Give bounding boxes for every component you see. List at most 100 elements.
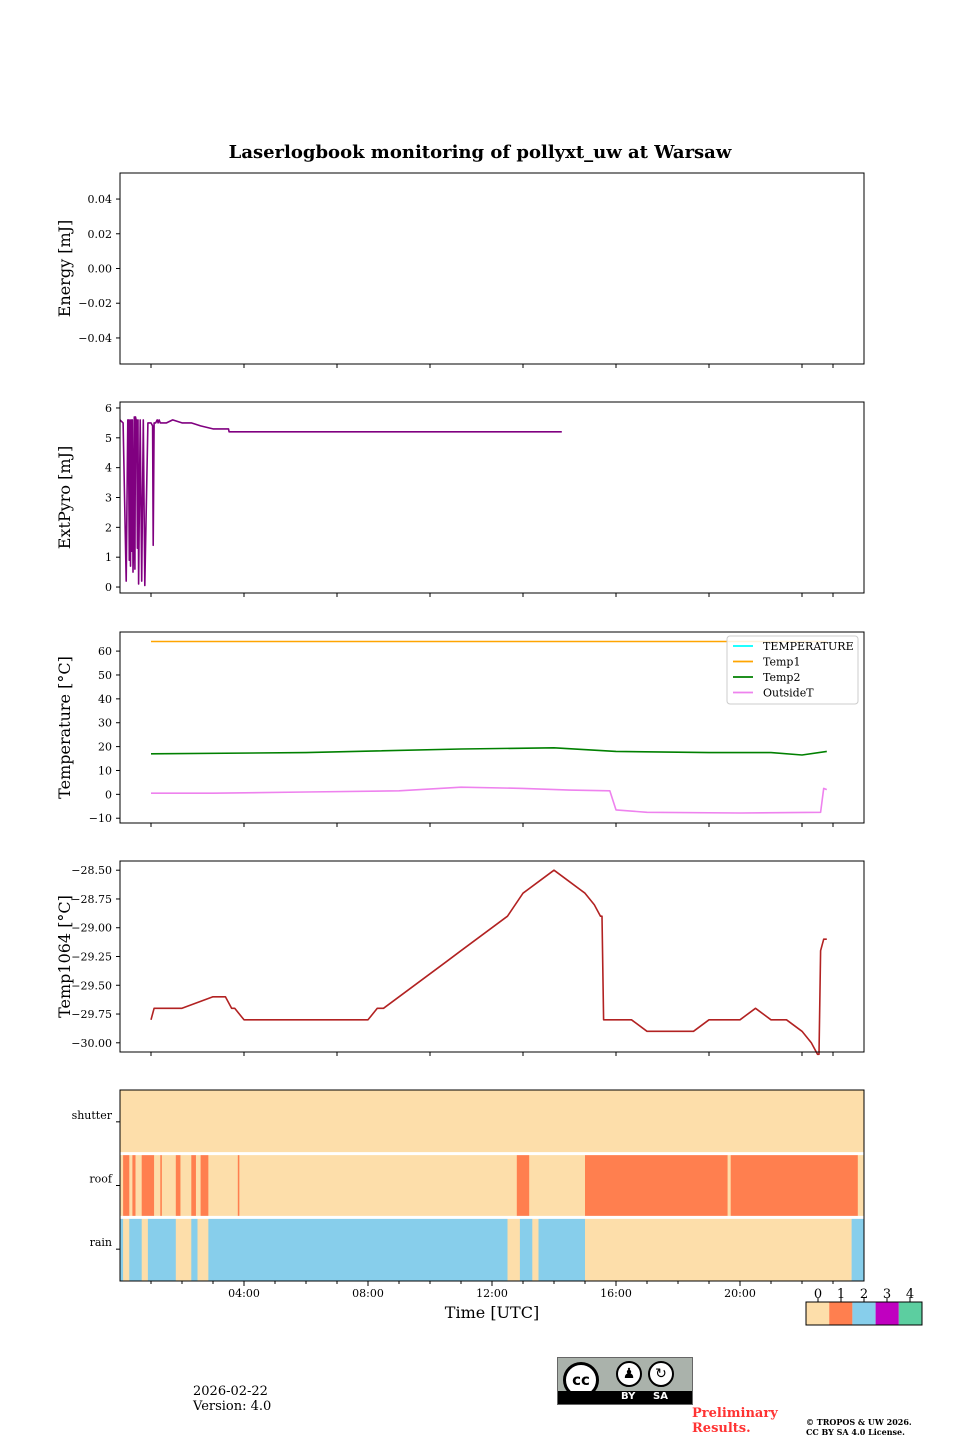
colorbar-label: 0 — [814, 1287, 822, 1302]
by-icon: ♟ — [616, 1361, 642, 1387]
y-tick-label-temp1064: −28.75 — [71, 893, 112, 906]
colorbar-swatch — [852, 1302, 876, 1325]
colorbar-label: 1 — [837, 1287, 845, 1302]
y-tick-label-energy: −0.04 — [78, 332, 112, 345]
colorbar-frame — [805, 1301, 923, 1326]
y-tick-label-temp1064: −29.75 — [71, 1008, 112, 1021]
preliminary-note: Preliminary Results. — [692, 1406, 778, 1436]
legend-label-temp1: Temp1 — [763, 656, 800, 669]
series-line-temp2 — [150, 746, 827, 756]
status-cell-roof — [239, 1153, 518, 1218]
status-cell-roof — [180, 1153, 192, 1218]
y-tick-label-temperature: 10 — [98, 764, 112, 777]
y-tick-label-extpyro: 1 — [105, 551, 112, 564]
y-tick-label-extpyro: 0 — [105, 581, 112, 594]
colorbar-swatch — [806, 1302, 830, 1325]
status-cell-roof — [161, 1153, 177, 1218]
status-cell-rain — [585, 1217, 852, 1281]
status-cell-roof — [141, 1153, 155, 1218]
status-cell-rain — [120, 1217, 124, 1281]
legend-label-temp2: Temp2 — [763, 671, 800, 684]
colorbar-label: 2 — [860, 1287, 868, 1302]
status-cell-roof — [208, 1153, 239, 1218]
legend-label-temperature: TEMPERATURE — [763, 640, 854, 653]
y-tick-label-temp1064: −29.00 — [71, 922, 112, 935]
status-cell-roof — [200, 1153, 209, 1218]
y-tick-label-temp1064: −28.50 — [71, 864, 112, 877]
series-line-outsidet — [151, 786, 828, 814]
status-cell-roof — [135, 1153, 142, 1218]
y-tick-label-energy: 0.00 — [88, 263, 113, 276]
status-cell-roof — [123, 1153, 130, 1218]
status-cell-rain — [532, 1217, 539, 1281]
license-badge[interactable]: cc ♟ ↻ BY SA — [557, 1357, 693, 1405]
y-tick-label-temperature: 50 — [98, 669, 112, 682]
cc-badge-text: cc — [572, 1371, 590, 1389]
y-tick-label-temperature: −10 — [89, 812, 112, 825]
axes-frame-temperature — [119, 631, 865, 824]
status-cell-roof — [160, 1153, 163, 1218]
y-tick-label-temperature: 60 — [98, 645, 112, 658]
panel-temp1064: −28.50 −28.75 −29.00 −29.25 −29.50 −29.75 −30.… — [55, 860, 865, 1056]
y-axis-label-extpyro: ExtPyro [mJ] — [55, 446, 74, 549]
license-strip: BY SA — [558, 1391, 692, 1404]
x-tick-label: 16:00 — [600, 1287, 632, 1300]
copyright-line-2: CC BY SA 4.0 License. — [806, 1427, 905, 1437]
status-cell-roof — [237, 1153, 240, 1218]
sa-icon: ↻ — [648, 1361, 674, 1387]
status-cell-rain — [129, 1217, 142, 1281]
status-cell-roof — [129, 1153, 133, 1218]
status-cell-roof — [154, 1153, 161, 1218]
status-cell-rain — [538, 1217, 586, 1281]
y-axis-label-temp1064: Temp1064 [°C] — [55, 895, 74, 1018]
axes-frame-energy — [119, 172, 865, 365]
colorbar-swatch — [875, 1302, 899, 1325]
colorbar-label: 3 — [883, 1287, 891, 1302]
status-cell-roof — [730, 1153, 859, 1218]
y-tick-label-temp1064: −29.50 — [71, 979, 112, 992]
legend-label-outsidet: OutsideT — [763, 687, 814, 700]
status-cell-roof — [191, 1153, 197, 1218]
y-tick-label-temperature: 40 — [98, 693, 112, 706]
status-cell-roof — [857, 1153, 865, 1218]
status-cell-roof — [516, 1153, 530, 1218]
colorbar-swatch — [898, 1302, 922, 1325]
y-tick-label-energy: 0.04 — [88, 193, 113, 206]
legend-box — [726, 635, 859, 705]
x-tick-label: 08:00 — [352, 1287, 384, 1300]
y-tick-label-temp1064: −30.00 — [71, 1037, 112, 1050]
y-tick-label-extpyro: 3 — [105, 492, 112, 505]
status-cell-rain — [141, 1217, 149, 1281]
panel-temperature: −10 0 10 20 30 40 50 60 Temperature [°C] TEMPERAT… — [55, 631, 865, 827]
status-cell-roof — [120, 1153, 124, 1218]
status-cell-rain — [519, 1217, 533, 1281]
axes-frame-extpyro — [119, 401, 865, 594]
status-cell-roof — [727, 1153, 731, 1218]
status-cell-rain — [123, 1217, 130, 1281]
status-cell-rain — [191, 1217, 198, 1281]
status-cell-rain — [851, 1217, 865, 1281]
y-axis-label-energy: Energy [mJ] — [55, 220, 74, 318]
status-cell-roof — [529, 1153, 586, 1218]
series-line-extpyro — [119, 416, 562, 587]
status-cell-roof — [175, 1153, 181, 1218]
y-tick-label-extpyro: 2 — [105, 521, 112, 534]
y-tick-label-temp1064: −29.25 — [71, 951, 112, 964]
chart-title: Laserlogbook monitoring of pollyxt_uw at… — [229, 142, 732, 163]
panel-energy: 0.04 0.02 0.00 −0.02 −0.04 Energy [mJ] — [55, 172, 865, 368]
x-tick-label: 04:00 — [228, 1287, 260, 1300]
copyright-line-1: © TROPOS & UW 2026. — [806, 1417, 912, 1427]
y-tick-label-extpyro: 4 — [105, 462, 112, 475]
axes-frame-temp1064 — [119, 860, 865, 1053]
y-tick-label-temperature: 30 — [98, 717, 112, 730]
y-tick-label-extpyro: 5 — [105, 432, 112, 445]
y-tick-label-extpyro: 6 — [105, 402, 112, 415]
status-cell-roof — [195, 1153, 201, 1218]
status-cell-rain — [197, 1217, 209, 1281]
status-cell-rain — [175, 1217, 192, 1281]
row-label-shutter: shutter — [72, 1109, 113, 1122]
y-axis-label-temperature: Temperature [°C] — [55, 656, 74, 799]
status-cell-rain — [147, 1217, 177, 1281]
y-tick-label-temperature: 0 — [105, 788, 112, 801]
